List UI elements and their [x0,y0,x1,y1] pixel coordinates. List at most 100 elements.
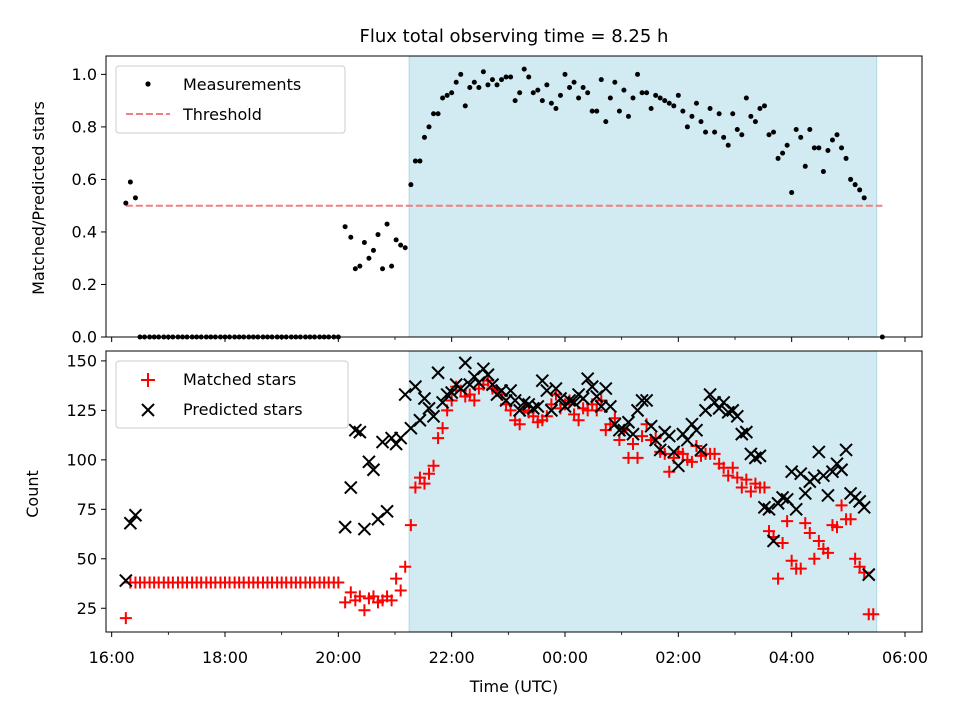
matched-star-point [427,459,440,472]
predicted-star-point [458,356,472,370]
matched-star-point [867,608,880,621]
predicted-star-point [644,419,658,433]
measurement-point [132,195,138,201]
predicted-star-point [417,391,432,406]
measurement-point [417,158,423,164]
predicted-star-point [485,377,500,392]
measurement-point [612,79,618,85]
measurement-point [829,137,835,143]
predicted-star-point [599,381,613,396]
measurement-point [680,108,686,114]
predicted-star-point [503,383,518,398]
predicted-star-point [617,423,631,437]
measurement-point [671,103,677,109]
top-ytick-label: 0.2 [72,275,97,294]
measurement-point [775,155,781,161]
matched-star-point [344,586,357,599]
legend-measurements-label: Measurements [183,75,301,94]
measurement-point [370,247,376,253]
measurement-point [361,239,367,245]
measurement-point [811,145,817,151]
matched-star-point [685,455,698,468]
measurement-point [653,92,659,98]
measurement-point [834,132,840,138]
predicted-star-point [123,516,138,530]
measurement-point [625,113,631,119]
matched-star-point [812,534,825,547]
predicted-star-point [839,443,853,457]
measurement-point [603,119,609,125]
measurement-point [621,87,627,93]
measurement-point [639,90,645,96]
xtick-label: 06:00 [882,648,928,667]
xtick-label: 18:00 [202,648,248,667]
predicted-star-point [775,490,790,505]
matched-star-point [513,418,526,431]
predicted-star-point [366,463,381,477]
x-axis-label: Time (UTC) [469,677,558,696]
predicted-star-point [338,520,352,534]
bot-ytick-label: 75 [77,500,97,519]
matched-star-point [339,596,352,609]
top-axes-frame [105,55,923,338]
measurement-point [444,92,450,98]
xtick-label: 04:00 [769,648,815,667]
predicted-star-point [362,455,376,469]
measurement-point [366,255,372,261]
measurement-point [576,95,582,101]
predicted-star-point [748,451,763,465]
top-ylabel: Matched/Predicted stars [29,101,48,295]
matched-star-point [385,594,398,607]
measurement-point [757,106,763,112]
predicted-star-point [834,463,849,477]
bot-ytick-label: 25 [77,599,97,618]
matched-star-point [332,576,345,589]
predicted-star-point [585,379,599,394]
xtick-label: 00:00 [542,648,588,667]
predicted-star-point [762,502,776,517]
measurement-point [476,85,482,91]
measurement-point [852,182,858,188]
measurement-point [503,74,509,80]
measurement-point [440,95,446,101]
matched-star-point [758,481,771,494]
top-panel: 0.0 0.2 0.4 0.6 0.8 1.0 Measurements Threshol… [29,55,923,347]
measurement-point [389,263,395,269]
measurement-point [398,242,404,248]
predicted-star-point [119,573,133,588]
predicted-star-point [531,399,545,414]
top-ytick-label: 1.0 [72,65,97,84]
predicted-star-point [481,368,495,382]
predicted-star-point [753,449,767,463]
measurement-point [393,237,399,243]
matched-star-point [735,481,748,494]
measurement-point [712,129,718,135]
matched-star-point [740,473,753,486]
measurement-point [352,266,358,272]
matched-star-point [744,485,757,498]
measurement-point [743,95,749,101]
matched-star-point [731,471,744,484]
matched-star-point [844,513,857,526]
predicted-star-point [626,427,640,441]
measurement-point [458,71,464,77]
bottom-panel: 25 50 75 100 125 150 Matched stars Predicted … [23,350,923,637]
measurement-point [703,129,709,135]
predicted-star-point [526,401,540,416]
measurement-point [594,108,600,114]
measurement-point [807,127,813,133]
measurement-point [435,111,441,117]
matched-star-point [358,604,371,617]
predicted-star-point [512,403,527,418]
top-legend: Measurements Threshold [115,65,346,134]
measurement-point [449,90,455,96]
predicted-star-point [380,504,394,518]
matched-star-point [835,499,848,512]
measurement-point [494,82,500,88]
bottom-legend-box [115,360,349,429]
matched-star-point [808,552,821,565]
matched-star-point [776,536,789,549]
predicted-star-point [413,413,427,427]
matched-star-point [821,546,834,559]
predicted-star-point [544,403,559,418]
